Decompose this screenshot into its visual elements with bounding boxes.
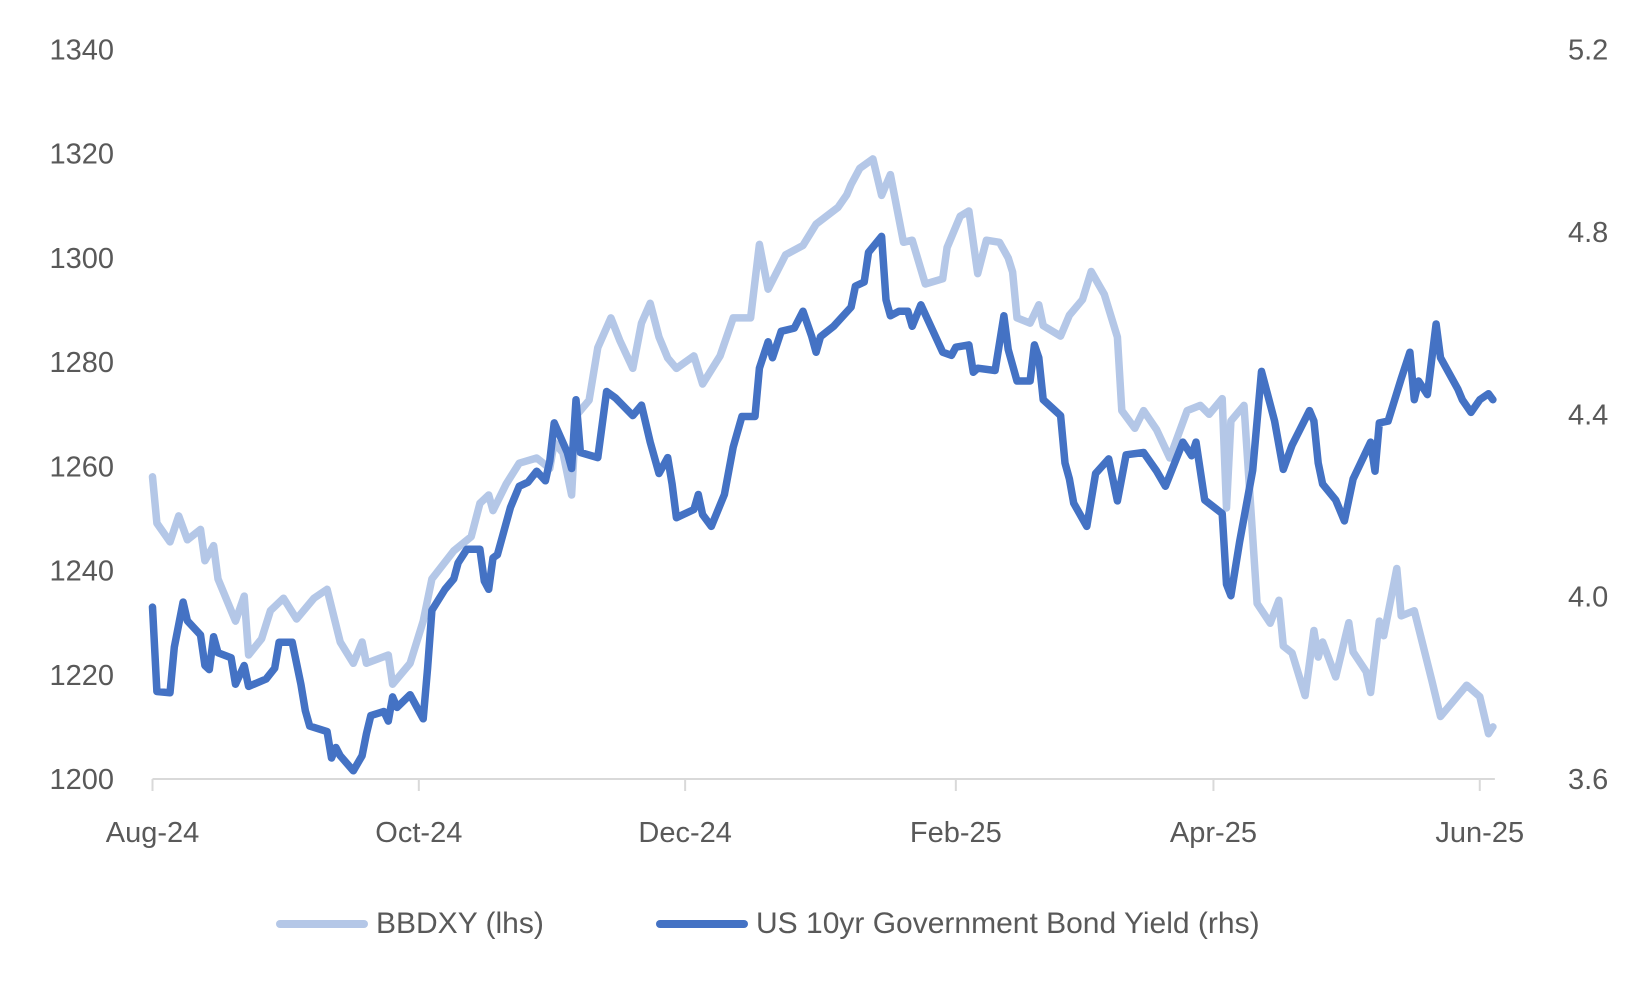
x-axis (151, 778, 1495, 791)
right-y-tick-label: 5.2 (1568, 35, 1608, 67)
legend-item-us10y: US 10yr Government Bond Yield (rhs) (656, 904, 1260, 944)
left-y-axis-labels: 1200 1220 1240 1260 1280 1300 1320 1340 (49, 35, 114, 797)
legend-label-us10y: US 10yr Government Bond Yield (rhs) (756, 907, 1260, 940)
legend-label-bbdxy: BBDXY (lhs) (376, 907, 544, 940)
left-y-tick-label: 1260 (49, 451, 114, 483)
series-layer (148, 155, 1497, 775)
left-y-tick-label: 1280 (49, 347, 114, 379)
x-tick-label: Jun-25 (1435, 817, 1524, 849)
legend-swatch-bbdxy (276, 920, 368, 928)
legend-item-bbdxy: BBDXY (lhs) (276, 904, 544, 944)
right-y-tick-label: 4.0 (1568, 582, 1608, 614)
x-tick-label: Dec-24 (638, 817, 732, 849)
x-tick-label: Feb-25 (910, 817, 1002, 849)
left-y-tick-label: 1200 (49, 764, 114, 796)
legend: BBDXY (lhs) US 10yr Government Bond Yiel… (0, 904, 1650, 944)
left-y-tick-label: 1240 (49, 556, 114, 588)
x-tick-label: Apr-25 (1170, 817, 1257, 849)
right-y-tick-label: 4.8 (1568, 217, 1608, 249)
left-y-tick-label: 1220 (49, 660, 114, 692)
x-axis-labels: Aug-24 Oct-24 Dec-24 Feb-25 Apr-25 Jun-25 (106, 817, 1524, 849)
series-line-us10y (148, 232, 1497, 775)
right-y-tick-label: 3.6 (1568, 764, 1608, 796)
right-y-axis-labels: 3.6 4.0 4.4 4.8 5.2 (1568, 35, 1608, 797)
legend-swatch-us10y (656, 920, 748, 928)
x-tick-label: Aug-24 (106, 817, 200, 849)
left-y-tick-label: 1300 (49, 243, 114, 275)
left-y-tick-label: 1320 (49, 139, 114, 171)
series-line-bbdxy (148, 155, 1497, 738)
x-tick-label: Oct-24 (375, 817, 462, 849)
right-y-tick-label: 4.4 (1568, 399, 1608, 431)
left-y-tick-label: 1340 (49, 35, 114, 67)
